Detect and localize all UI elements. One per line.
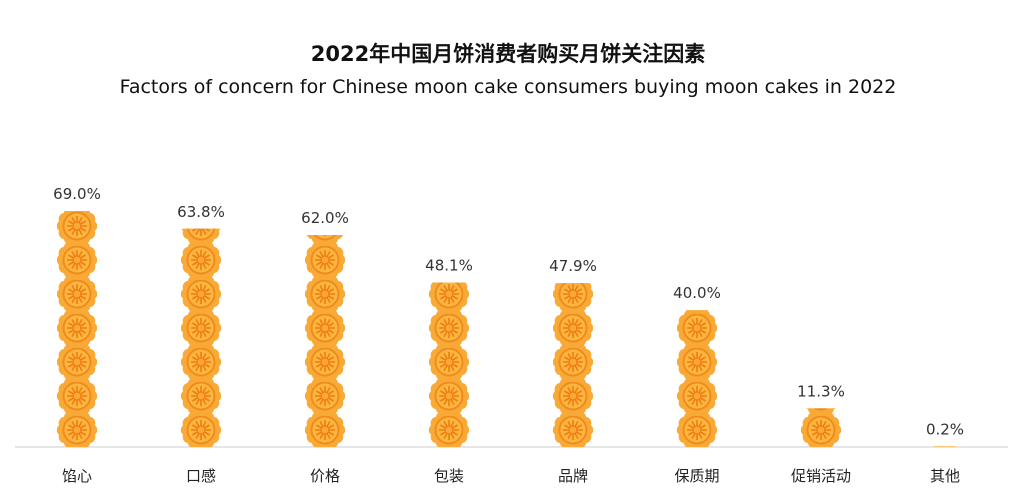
bar-品牌 bbox=[553, 283, 593, 447]
bar-价格 bbox=[305, 234, 345, 447]
bar-馅心 bbox=[57, 211, 97, 447]
category-label: 包装 bbox=[434, 467, 464, 485]
data-label: 69.0% bbox=[53, 185, 101, 203]
category-label: 其他 bbox=[930, 467, 960, 485]
category-label: 口感 bbox=[186, 467, 216, 485]
category-label: 价格 bbox=[310, 467, 340, 485]
chart-title: 2022年中国月饼消费者购买月饼关注因素 bbox=[310, 42, 706, 66]
mooncake-icon bbox=[429, 282, 469, 314]
category-label: 促销活动 bbox=[791, 467, 851, 485]
data-label: 47.9% bbox=[549, 257, 597, 275]
category-label: 馅心 bbox=[62, 467, 92, 485]
category-label: 品牌 bbox=[558, 467, 588, 485]
mooncake-icon bbox=[57, 211, 97, 246]
data-label: 11.3% bbox=[797, 382, 845, 400]
data-label: 0.2% bbox=[926, 420, 964, 438]
data-label: 62.0% bbox=[301, 209, 349, 227]
chart-subtitle: Factors of concern for Chinese moon cake… bbox=[119, 76, 897, 98]
bar-口感 bbox=[181, 228, 221, 447]
mooncake-icon bbox=[553, 283, 593, 314]
bar-包装 bbox=[429, 282, 469, 448]
data-label: 63.8% bbox=[177, 203, 225, 221]
data-label: 48.1% bbox=[425, 256, 473, 274]
category-label: 保质期 bbox=[674, 467, 719, 485]
data-label: 40.0% bbox=[673, 284, 721, 302]
